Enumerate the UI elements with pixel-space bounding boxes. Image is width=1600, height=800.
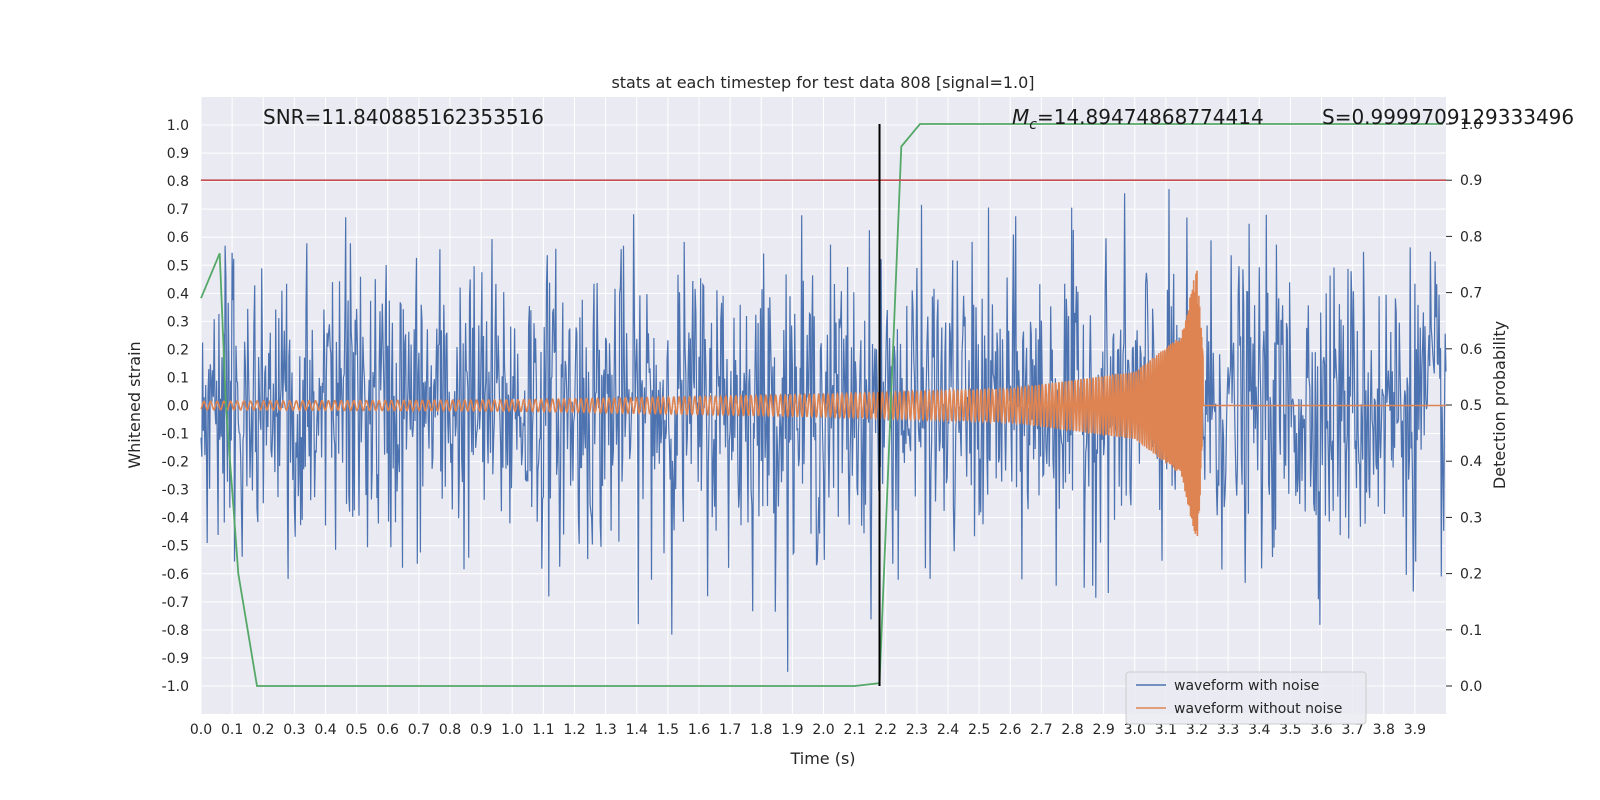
x-tick-label: 0.4 (314, 722, 336, 738)
x-tick-label: 3.7 (1341, 722, 1363, 738)
legend-label-noise: waveform with noise (1174, 678, 1319, 694)
y-tick-label: 0.5 (167, 258, 189, 274)
probability-line (200, 123, 1443, 687)
y2-tick-label: 0.4 (1460, 454, 1482, 470)
x-tick-label: 1.4 (626, 722, 648, 738)
y-tick-label: -0.2 (162, 455, 189, 471)
x-tick-label: 0.7 (408, 722, 430, 738)
x-tick-label: 3.6 (1310, 722, 1332, 738)
x-tick-label: 0.9 (470, 722, 492, 738)
x-tick-label: 0.6 (377, 722, 399, 738)
x-tick-label: 2.9 (1092, 722, 1114, 738)
y2-tick-label: 1.0 (1460, 117, 1482, 133)
x-tick-label: 3.8 (1373, 722, 1395, 738)
series-waveform-with-noise (200, 189, 1447, 672)
x-tick-label: 3.3 (1217, 722, 1239, 738)
x-tick-label: 1.8 (750, 722, 772, 738)
series-waveform-without-noise (200, 270, 1446, 537)
legend: waveform with noise waveform without noi… (1125, 671, 1367, 725)
y2-tick-label: 0.8 (1460, 229, 1482, 245)
y2-tick-label: 0.7 (1460, 286, 1482, 302)
y2-tick-label: 0.9 (1460, 173, 1482, 189)
reference-lines (201, 124, 1446, 686)
y-tick-label: -0.8 (162, 623, 189, 639)
y-tick-label: -0.1 (162, 427, 189, 443)
x-tick-label: 1.5 (657, 722, 679, 738)
y-tick-label: 0.7 (167, 202, 189, 218)
y-tick-label: -0.5 (162, 539, 189, 555)
y-tick-label: 1.0 (167, 118, 189, 134)
y-tick-label: -0.6 (162, 567, 189, 583)
x-tick-label: 0.8 (439, 722, 461, 738)
x-tick-label: 2.6 (999, 722, 1021, 738)
x-tick-labels: 0.0 0.1 0.2 0.3 0.4 0.5 0.6 0.7 0.8 0.9 1.0 1.1 1.2 1… (190, 722, 1426, 738)
x-tick-label: 2.8 (1061, 722, 1083, 738)
x-tick-label: 3.1 (1155, 722, 1177, 738)
x-axis-label: Time (s) (789, 749, 855, 768)
y2-tick-label: 0.0 (1460, 679, 1482, 695)
y2-tick-label: 0.2 (1460, 567, 1482, 583)
y2-tick-labels: 1.0 0.9 0.8 0.7 0.6 0.5 0.4 0.3 0.2 0.1 0.0 (1446, 117, 1482, 695)
x-tick-label: 2.1 (843, 722, 865, 738)
x-tick-label: 3.9 (1404, 722, 1426, 738)
y2-tick-label: 0.6 (1460, 342, 1482, 358)
y2-tick-label: 0.1 (1460, 623, 1482, 639)
x-tick-label: 2.4 (937, 722, 959, 738)
x-tick-label: 2.2 (875, 722, 897, 738)
x-tick-label: 1.3 (594, 722, 616, 738)
y-tick-label: -0.4 (162, 511, 189, 527)
x-tick-label: 2.3 (906, 722, 928, 738)
x-tick-label: 0.0 (190, 722, 212, 738)
y-tick-label: 0.3 (167, 314, 189, 330)
x-tick-label: 0.2 (252, 722, 274, 738)
noise-waveform-line (200, 189, 1447, 672)
y-tick-label: 0.4 (167, 286, 189, 302)
series-detection-probability (200, 123, 1443, 687)
y-tick-label: -1.0 (162, 679, 189, 695)
legend-box (1125, 671, 1367, 725)
y-tick-labels: 1.0 0.9 0.8 0.7 0.6 0.5 0.4 0.3 0.2 0.1 0.0 -0.1 -0.… (162, 118, 189, 695)
s-annotation: S=0.9999709129333496 (1322, 105, 1574, 129)
chart-title: stats at each timestep for test data 808… (611, 73, 1034, 92)
y-tick-label: 0.2 (167, 342, 189, 358)
x-tick-label: 2.0 (812, 722, 834, 738)
y-tick-label: 0.6 (167, 230, 189, 246)
x-tick-label: 1.0 (501, 722, 523, 738)
y2-tick-label: 0.3 (1460, 510, 1482, 526)
y-tick-label: -0.3 (162, 483, 189, 499)
x-tick-label: 3.2 (1186, 722, 1208, 738)
x-tick-label: 0.5 (345, 722, 367, 738)
x-tick-label: 2.5 (968, 722, 990, 738)
snr-annotation: SNR=11.840885162353516 (263, 105, 544, 129)
x-tick-label: 1.1 (532, 722, 554, 738)
y-tick-label: -0.9 (162, 651, 189, 667)
y-axis-label: Whitened strain (125, 341, 144, 468)
mc-symbol: M (1012, 105, 1029, 129)
legend-label-clean: waveform without noise (1174, 701, 1342, 717)
clean-waveform-line (200, 270, 1446, 537)
mc-annotation: Mc=14.89474868774414 (1012, 105, 1264, 133)
x-tick-label: 1.2 (563, 722, 585, 738)
x-tick-label: 3.0 (1124, 722, 1146, 738)
x-tick-label: 0.3 (283, 722, 305, 738)
y-tick-label: 0.9 (167, 146, 189, 162)
y-tick-label: 0.0 (167, 399, 189, 415)
mc-subscript: c (1029, 117, 1037, 133)
x-tick-label: 3.4 (1248, 722, 1270, 738)
x-tick-label: 2.7 (1030, 722, 1052, 738)
y-tick-label: 0.8 (167, 174, 189, 190)
mc-value: =14.89474868774414 (1037, 105, 1264, 129)
y2-tick-label: 0.5 (1460, 398, 1482, 414)
y2-axis-label: Detection probability (1490, 321, 1509, 489)
x-tick-label: 3.5 (1279, 722, 1301, 738)
x-tick-label: 1.6 (688, 722, 710, 738)
x-tick-label: 1.7 (719, 722, 741, 738)
y-tick-label: 0.1 (167, 370, 189, 386)
x-tick-label: 0.1 (221, 722, 243, 738)
x-tick-label: 1.9 (781, 722, 803, 738)
y-tick-label: -0.7 (162, 595, 189, 611)
